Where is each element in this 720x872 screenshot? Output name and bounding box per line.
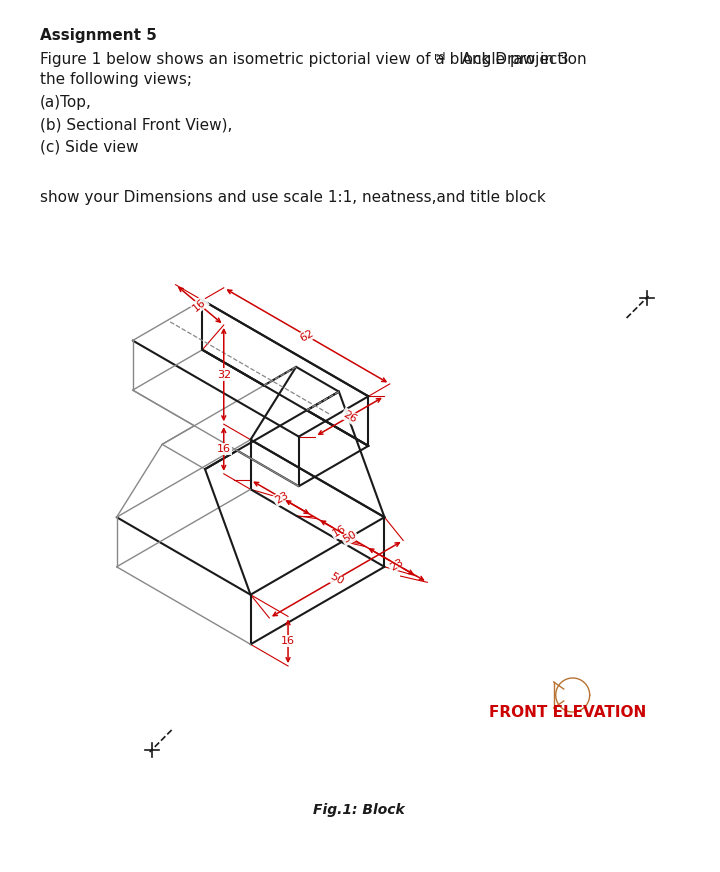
Text: 50: 50 — [328, 571, 345, 587]
Text: 16: 16 — [217, 444, 230, 454]
Text: (c) Side view: (c) Side view — [40, 139, 138, 154]
Text: 16: 16 — [330, 523, 348, 539]
Text: 16: 16 — [281, 637, 295, 646]
Text: FRONT ELEVATION: FRONT ELEVATION — [489, 705, 646, 719]
Text: the following views;: the following views; — [40, 72, 192, 87]
Text: 23: 23 — [388, 556, 405, 572]
Text: 50: 50 — [341, 529, 359, 545]
Text: Assignment 5: Assignment 5 — [40, 28, 157, 43]
Text: Figure 1 below shows an isometric pictorial view of a block Draw in 3: Figure 1 below shows an isometric pictor… — [40, 52, 569, 67]
Text: (a)Top,: (a)Top, — [40, 95, 91, 110]
Text: 16: 16 — [191, 296, 208, 313]
Text: 23: 23 — [273, 490, 290, 506]
Text: (b) Sectional Front View),: (b) Sectional Front View), — [40, 117, 233, 132]
Text: 26: 26 — [341, 409, 359, 425]
Text: Angle projection: Angle projection — [447, 52, 587, 67]
Text: Fig.1: Block: Fig.1: Block — [313, 803, 405, 817]
Text: 32: 32 — [217, 370, 231, 379]
Text: show your Dimensions and use scale 1:1, neatness,and title block: show your Dimensions and use scale 1:1, … — [40, 190, 546, 205]
Text: rd: rd — [434, 52, 446, 62]
Text: 62: 62 — [298, 328, 315, 344]
